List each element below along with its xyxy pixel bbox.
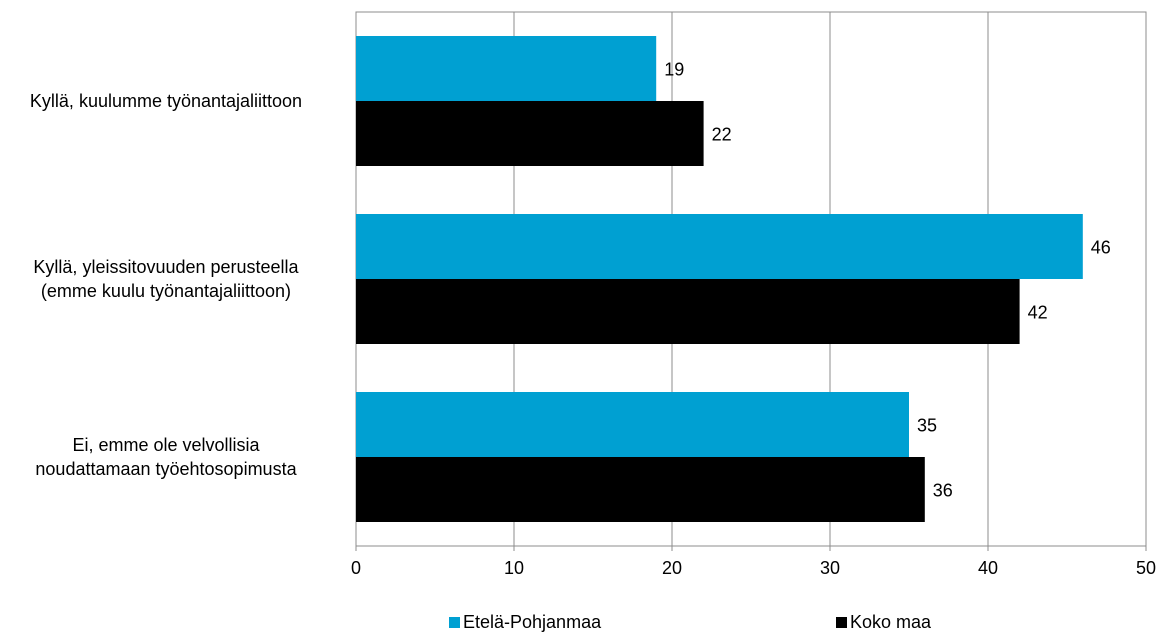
data-label: 42 bbox=[1028, 303, 1048, 323]
x-tick-label: 50 bbox=[1136, 558, 1156, 578]
x-tick-label: 20 bbox=[662, 558, 682, 578]
legend-swatch-etela-pohjanmaa bbox=[449, 617, 460, 628]
bar bbox=[356, 36, 657, 101]
category-label: Kyllä, kuulumme työnantajaliittoon bbox=[29, 91, 303, 111]
legend-label-etela-pohjanmaa: Etelä-Pohjanmaa bbox=[463, 612, 602, 632]
category-label: Kyllä, yleissitovuuden perusteella (emme… bbox=[33, 257, 299, 301]
bar bbox=[356, 214, 1083, 279]
data-label: 46 bbox=[1091, 238, 1111, 258]
data-label: 36 bbox=[933, 481, 953, 501]
data-label: 19 bbox=[664, 60, 684, 80]
x-tick-label: 0 bbox=[351, 558, 361, 578]
x-tick-label: 10 bbox=[504, 558, 524, 578]
bar bbox=[356, 457, 925, 522]
bar bbox=[356, 392, 909, 457]
category-label: Ei, emme ole velvollisia noudattamaan ty… bbox=[35, 435, 297, 479]
data-label: 22 bbox=[712, 125, 732, 145]
bar bbox=[356, 279, 1020, 344]
legend-item-koko-maa: Koko maa bbox=[836, 612, 931, 633]
legend-item-etela-pohjanmaa: Etelä-Pohjanmaa bbox=[449, 612, 601, 633]
legend-swatch-koko-maa bbox=[836, 617, 847, 628]
legend-label-koko-maa: Koko maa bbox=[850, 612, 932, 632]
x-tick-label: 40 bbox=[978, 558, 998, 578]
bar bbox=[356, 101, 704, 166]
x-tick-label: 30 bbox=[820, 558, 840, 578]
data-label: 35 bbox=[917, 416, 937, 436]
